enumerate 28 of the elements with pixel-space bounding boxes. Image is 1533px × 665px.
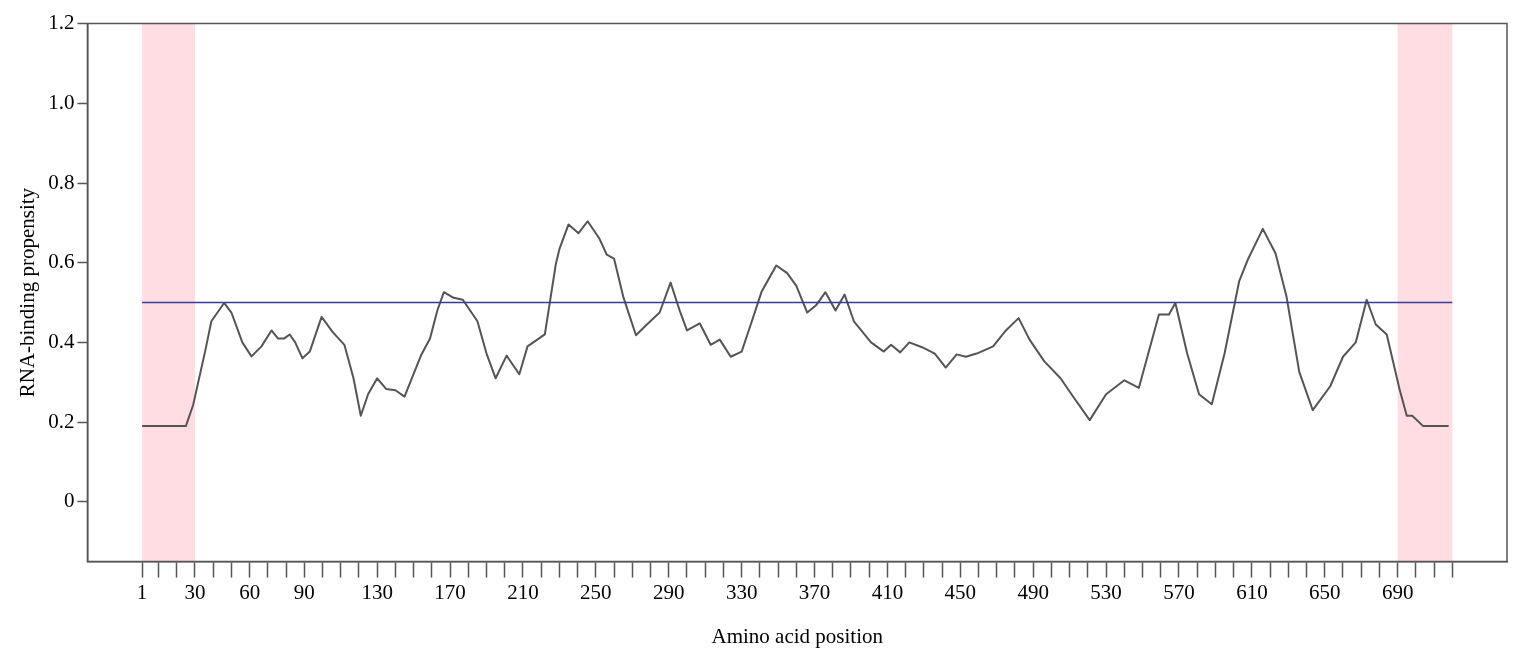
x-tick-label: 530	[1090, 579, 1122, 604]
x-tick-label: 690	[1381, 579, 1414, 604]
y-tick-label: 1.2	[48, 10, 75, 35]
x-tick-label: 490	[1017, 579, 1049, 604]
x-tick-label: 60	[239, 579, 261, 604]
x-tick-label: 1	[136, 579, 148, 604]
y-tick-label: 0.6	[48, 249, 75, 274]
y-tick-label: 0.2	[48, 408, 75, 433]
x-tick-label: 90	[293, 579, 315, 604]
y-tick-label: 0	[63, 488, 75, 513]
x-tick-label: 450	[944, 579, 977, 604]
x-tick-label: 570	[1163, 579, 1195, 604]
x-tick-label: 370	[798, 579, 831, 604]
x-tick-label: 410	[871, 579, 904, 604]
y-tick-label: 0.8	[48, 169, 75, 194]
y-tick-label: 1.0	[48, 89, 75, 114]
x-tick-label: 30	[184, 579, 206, 604]
x-tick-label: 330	[725, 579, 758, 604]
y-axis-title: RNA-binding propensity	[15, 187, 40, 398]
x-tick-label: 170	[434, 579, 466, 604]
x-tick-label: 610	[1236, 579, 1268, 604]
x-axis-title: Amino acid position	[711, 623, 884, 648]
x-tick-label: 650	[1309, 579, 1341, 604]
x-tick-label: 130	[361, 579, 393, 604]
y-tick-label: 0.4	[48, 328, 75, 353]
x-tick-label: 210	[507, 579, 539, 604]
x-tick-label: 250	[580, 579, 612, 604]
x-tick-label: 290	[653, 579, 685, 604]
